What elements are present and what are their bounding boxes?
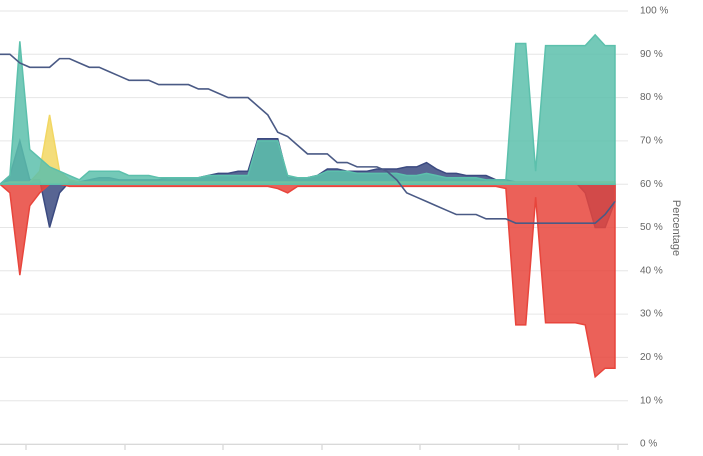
y-tick-label: 60 %: [640, 179, 663, 190]
line: [0, 53, 616, 224]
area: [0, 33, 616, 185]
y-tick-label: 40 %: [640, 265, 663, 276]
y-tick-label: 100 %: [640, 6, 668, 17]
x-axis: [0, 444, 628, 450]
y-axis-title: Percentage: [670, 200, 682, 256]
y-tick-label: 80 %: [640, 92, 663, 103]
y-tick-label: 0 %: [640, 439, 657, 450]
y-tick-label: 90 %: [640, 49, 663, 60]
y-tick-label: 20 %: [640, 352, 663, 363]
y-tick-label: 50 %: [640, 222, 663, 233]
y-tick-label: 70 %: [640, 136, 663, 147]
y-tick-label: 10 %: [640, 395, 663, 406]
y-tick-label: 30 %: [640, 309, 663, 320]
area: [0, 183, 616, 379]
